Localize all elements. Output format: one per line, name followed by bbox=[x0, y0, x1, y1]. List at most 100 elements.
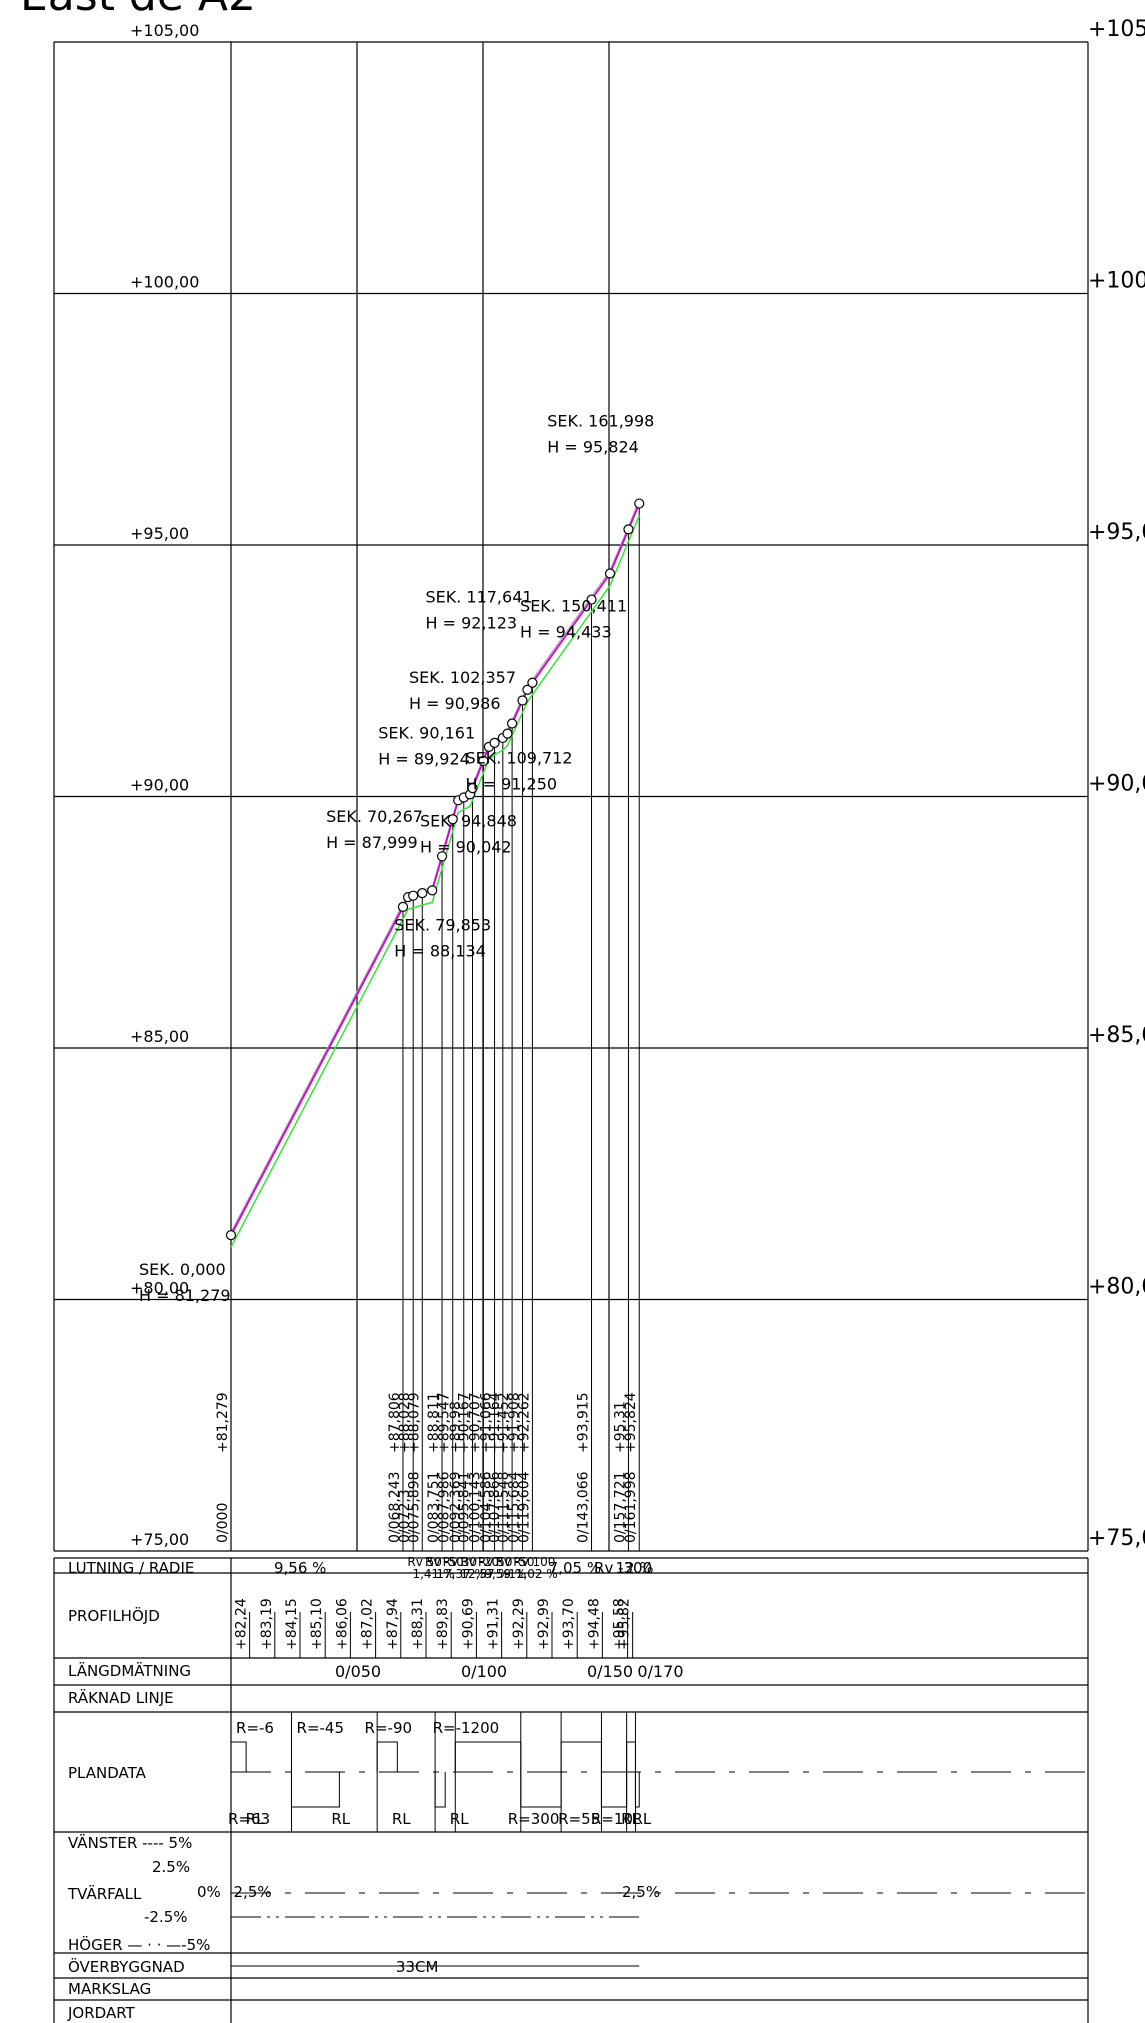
section-label: SEK. 161,998 H = 95,824 bbox=[547, 412, 654, 457]
profile-point bbox=[604, 568, 616, 579]
lutning-dense-label: Rv -50 bbox=[496, 1555, 535, 1569]
section-sek: SEK. 102,357 bbox=[409, 668, 516, 687]
profile-point bbox=[397, 901, 409, 912]
section-sek: SEK. 150,411 bbox=[520, 597, 627, 616]
vertical-label: 0/000 +81,279 bbox=[215, 1392, 231, 1543]
lutning-dense-label: Rv -50 bbox=[425, 1555, 464, 1569]
lutning-dense-label: Rv -20 bbox=[460, 1555, 499, 1569]
plandata-curve bbox=[520, 1772, 562, 1808]
section-height: H = 92,123 bbox=[425, 614, 517, 633]
row-label-raknad_linje: RÄKNAD LINJE bbox=[68, 1688, 174, 1707]
plandata-top-label: R=-1200 bbox=[433, 1719, 500, 1737]
profilhojd-value: +87,94 bbox=[385, 1598, 401, 1650]
langdmatning-label: 0/170 bbox=[637, 1662, 683, 1681]
lutning-dense2-label: 1,41 % bbox=[412, 1567, 454, 1581]
elevation-label-right: +80,00 bbox=[1088, 1275, 1145, 1300]
plandata-bottom-label: R=63 bbox=[228, 1810, 270, 1828]
profilhojd-text: +95,58 bbox=[612, 1598, 628, 1650]
vertical-label-sek: 0/092,369 bbox=[448, 1471, 464, 1543]
elevation-label-left: +85,00 bbox=[130, 1027, 189, 1046]
row-label-langdmatning: LÄNGDMÄTNING bbox=[68, 1661, 191, 1680]
vertical-label: 0/161,998 +95,824 bbox=[623, 1392, 639, 1543]
langdmatning-label: 0/050 bbox=[335, 1662, 381, 1681]
section-height: H = 95,824 bbox=[547, 438, 639, 457]
elevation-label-right: +100,00 bbox=[1088, 269, 1145, 294]
section-height: H = 89,924 bbox=[378, 749, 470, 768]
profile-point bbox=[436, 851, 448, 862]
elevation-label-left: +80,00 bbox=[130, 1279, 189, 1298]
section-height: H = 81,279 bbox=[139, 1286, 231, 1305]
langdmatning-label: 0/150 bbox=[587, 1662, 633, 1681]
vertical-label: 0/104,586 +91,066 bbox=[479, 1392, 495, 1543]
vertical-label: 0/095,841 +90,167 bbox=[457, 1392, 473, 1543]
row-label-lutning: LUTNING / RADIE bbox=[68, 1559, 194, 1577]
vertical-label-sek: 0/107,866 bbox=[487, 1471, 503, 1543]
profile-point bbox=[447, 814, 458, 825]
vertical-label-sek: 0/104,586 bbox=[479, 1471, 495, 1543]
elevation-label-right: +90,00 bbox=[1088, 772, 1145, 797]
profilhojd-value: +88,31 bbox=[410, 1598, 426, 1650]
profilhojd-value: +89,83 bbox=[435, 1598, 451, 1650]
row-label-plandata: PLANDATA bbox=[68, 1764, 147, 1782]
row-label-markslag: MARKSLAG bbox=[68, 1980, 151, 1998]
plandata-bottom-label: RL bbox=[621, 1810, 640, 1828]
profilhojd-value: +95,82 bbox=[617, 1598, 633, 1650]
lutning-dense2-label: 17,37 % bbox=[436, 1567, 486, 1581]
lutning-dense2-label: 9,59 % bbox=[484, 1567, 526, 1581]
vertical-label: 0/072,3 +88,028 bbox=[397, 1392, 413, 1543]
profilhojd-value: +91,31 bbox=[486, 1598, 502, 1650]
vertical-label-height: +95,31 bbox=[612, 1401, 628, 1453]
elevation-label-left: +100,00 bbox=[130, 273, 199, 292]
profile-point bbox=[489, 737, 500, 748]
plandata-curve bbox=[634, 1772, 640, 1808]
profilhojd-text: +83,19 bbox=[259, 1598, 275, 1650]
vertical-label-sek: 0/143,066 bbox=[576, 1471, 592, 1543]
vertical-label-sek: 0/111,548 bbox=[496, 1471, 512, 1543]
section-sek: SEK. 0,000 bbox=[139, 1260, 226, 1279]
elevation-labels: +105,00 +105,00 +100,00 +100,00 +95,00 +95,00… bbox=[130, 17, 1145, 1551]
vertical-label: 0/068,243 +87,806 bbox=[387, 1392, 403, 1543]
lutning-dense2-label: 12,57 % bbox=[460, 1567, 510, 1581]
vertical-label-sek: 0/083,751 bbox=[426, 1471, 442, 1543]
vertical-label-sek: 0/157,721 bbox=[612, 1471, 628, 1543]
plandata-bottom-label: RL bbox=[633, 1810, 652, 1828]
row-label-jordart: JORDART bbox=[67, 2004, 136, 2022]
elevation-grid bbox=[53, 41, 1089, 1552]
vertical-label-height: +91,908 bbox=[507, 1392, 523, 1453]
profilhojd-text: +95,82 bbox=[617, 1598, 633, 1650]
vertical-label: 0/115,684 +91,908 bbox=[507, 1392, 523, 1543]
profilhojd-text: +86,06 bbox=[334, 1598, 350, 1650]
section-height: H = 94,433 bbox=[520, 623, 612, 642]
vertical-label-sek: 0/000 bbox=[215, 1503, 231, 1543]
row-label-overbyggnad: ÖVERBYGGNAD bbox=[68, 1957, 185, 1976]
vertical-label: 0/111,548 +91,452 bbox=[496, 1392, 512, 1543]
profile-point bbox=[522, 684, 533, 695]
profile-point bbox=[634, 498, 645, 509]
lutning-dense-label: Rv 50 bbox=[478, 1555, 513, 1569]
lutning-dense-label: Rv 100 bbox=[513, 1555, 555, 1569]
profilhojd-text: +82,24 bbox=[234, 1598, 250, 1650]
profilhojd-text: +89,83 bbox=[435, 1598, 451, 1650]
profilhojd-text: +90,69 bbox=[460, 1598, 476, 1650]
profile-point bbox=[427, 885, 438, 896]
lutning-label: 7,05 % bbox=[549, 1559, 601, 1577]
section-label: SEK. 109,712 H = 91,250 bbox=[465, 749, 572, 794]
section-label: SEK. 0,000 H = 81,279 bbox=[139, 1260, 231, 1305]
vertical-label-height: +90,707 bbox=[467, 1392, 483, 1453]
vertical-label-sek: 0/115,684 bbox=[507, 1471, 523, 1543]
row-label-tvarfall: TVÄRFALL bbox=[67, 1884, 142, 1903]
profile-point bbox=[225, 1230, 237, 1241]
plandata-curve bbox=[434, 1772, 446, 1808]
vertical-label: 0/157,721 +95,31 bbox=[612, 1401, 628, 1543]
section-label: SEK. 94,848 H = 90,042 bbox=[420, 811, 517, 856]
profilhojd-text: +85,10 bbox=[309, 1598, 325, 1650]
vertical-label-sek: 0/161,998 bbox=[623, 1471, 639, 1543]
vertical-label: 0/087,986 +89,547 bbox=[437, 1392, 453, 1543]
lutning-label: Rv -300 bbox=[594, 1559, 652, 1577]
vertical-label: 0/092,369 +89,98 bbox=[448, 1401, 464, 1543]
profilhojd-value: +90,69 bbox=[460, 1598, 476, 1650]
section-label: SEK. 117,641 H = 92,123 bbox=[425, 588, 532, 633]
vertical-label-height: +92,262 bbox=[516, 1392, 532, 1453]
profile-point bbox=[623, 524, 634, 535]
